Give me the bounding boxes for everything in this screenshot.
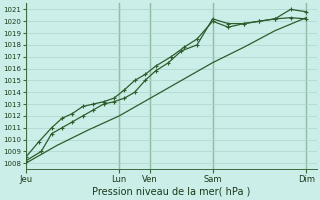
X-axis label: Pression niveau de la mer( hPa ): Pression niveau de la mer( hPa ) — [92, 187, 250, 197]
